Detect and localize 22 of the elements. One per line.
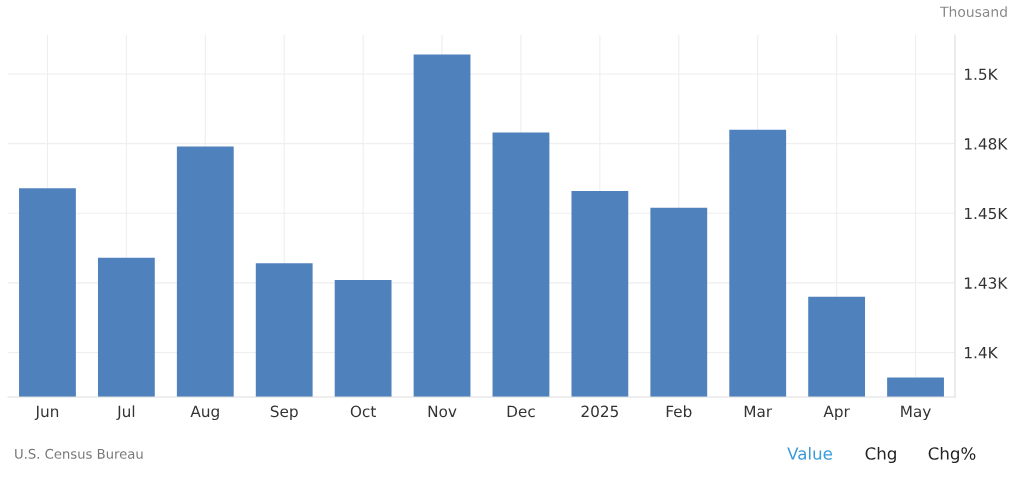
x-tick-label: Nov [428,405,457,418]
x-tick-label: Aug [190,405,219,421]
y-tick-label: 1.48K [965,138,1008,150]
y-tick-label: 1.45K [965,207,1008,220]
x-tick-label: Jul [116,405,135,420]
x-tick-label: Sep [270,405,298,421]
x-tick-label: Dec [507,405,535,418]
x-tick-label: Jun [34,405,59,420]
y-tick-label: 1.5K [965,68,998,81]
text: U.S. Census Bureau [15,448,143,459]
text: Value [787,446,832,460]
x-tick-label: Oct [350,405,376,418]
x-tick-label: Mar [744,405,773,418]
x-tick-label: 2025 [581,405,618,418]
x-tick-label: Apr [823,405,850,421]
y-tick-label: 1.43K [965,277,1008,289]
y-axis-title: Thousand [940,6,1007,18]
text: Chg [865,446,896,464]
text: Chg% [928,446,976,464]
x-tick-label: Feb [666,405,692,418]
x-tick-label: May [901,405,931,421]
y-tick-label: 1.4K [965,347,998,359]
